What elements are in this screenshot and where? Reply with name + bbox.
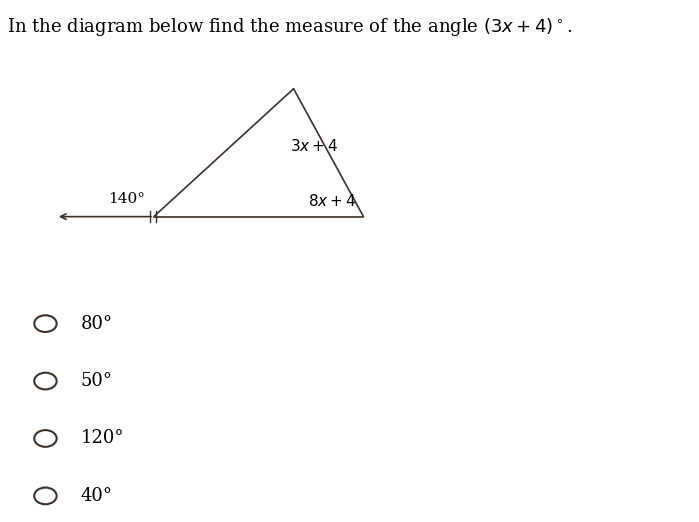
Text: 120°: 120°	[80, 430, 124, 447]
Text: $8x + 4$: $8x + 4$	[308, 193, 356, 209]
Text: $3x + 4$: $3x + 4$	[290, 138, 338, 154]
Text: 50°: 50°	[80, 372, 113, 390]
Text: 140°: 140°	[108, 192, 145, 206]
Text: 80°: 80°	[80, 315, 113, 333]
Text: In the diagram below find the measure of the angle $(3x + 4)^\circ$.: In the diagram below find the measure of…	[7, 16, 572, 38]
Text: 40°: 40°	[80, 487, 113, 505]
